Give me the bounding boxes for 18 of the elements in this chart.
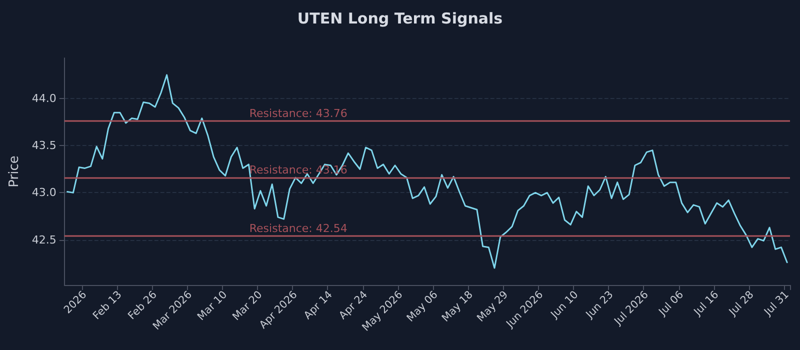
x-tick-label: Jul 28 [726,288,756,319]
x-tick-label: Mar 10 [195,288,230,324]
chart-title: UTEN Long Term Signals [297,10,503,28]
y-tick-label: 42.5 [32,233,56,246]
y-tick-label: 43.5 [32,139,56,152]
y-tick-label: 43.0 [32,186,56,200]
y-tick-label: 44.0 [32,92,56,105]
x-tick-label: Jul 31 [761,288,792,319]
x-tick-label: Feb 13 [90,288,124,322]
x-tick-label: Jul 16 [691,288,722,319]
x-tick-label: Apr 14 [302,288,336,322]
ref-line-label: Resistance: 43.76 [249,107,348,120]
x-tick-label: Jun 10 [548,288,581,322]
ref-line-label: Resistance: 42.54 [249,222,348,236]
x-tick-label: Jun 23 [583,288,616,322]
x-tick-label: Jul 06 [656,288,686,319]
line-series [66,74,788,269]
y-axis-title: Price [7,156,22,188]
